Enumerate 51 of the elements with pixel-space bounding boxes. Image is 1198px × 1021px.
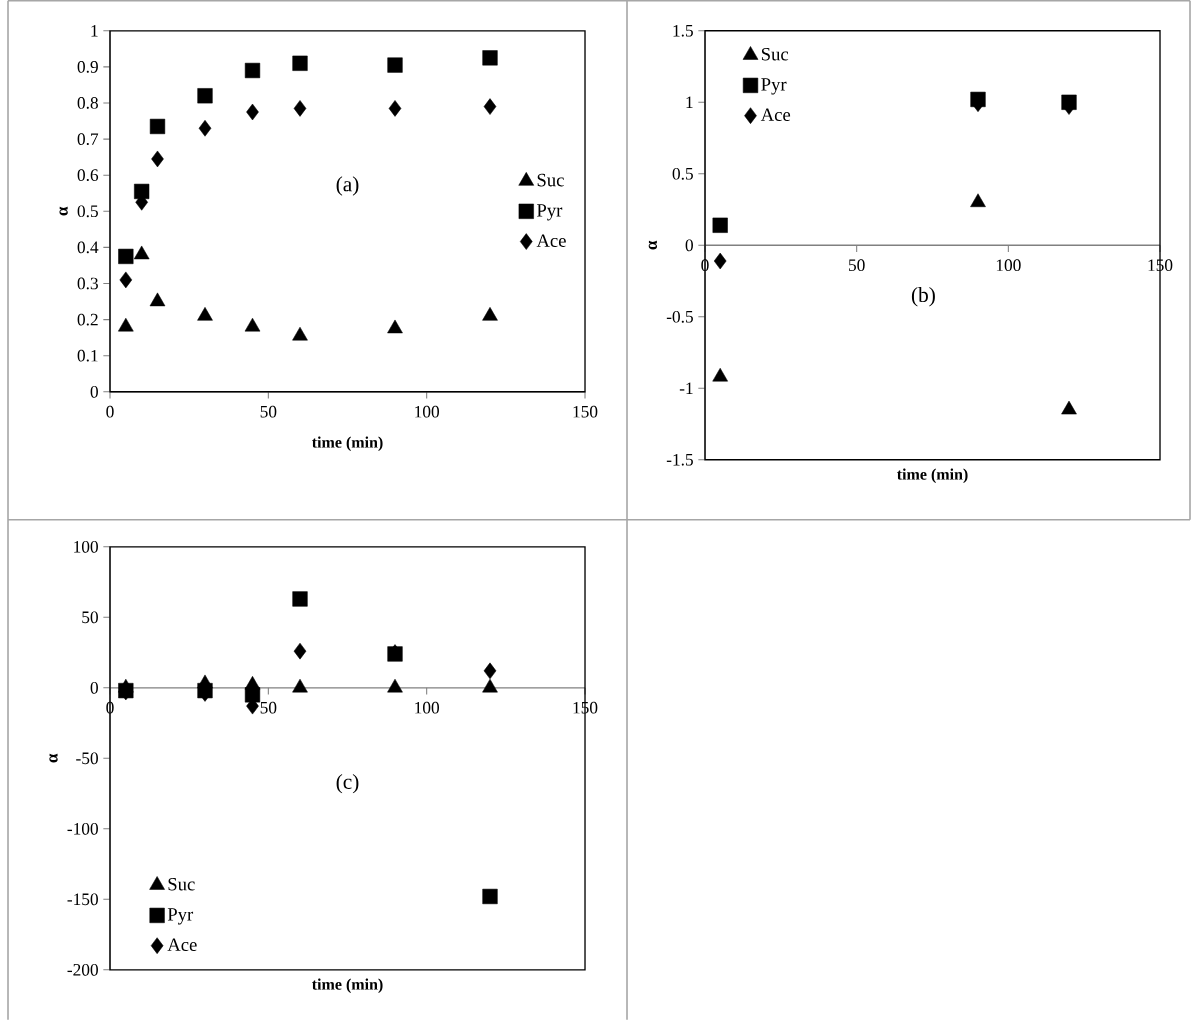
legend-label: Suc [761, 48, 789, 61]
annotation: (c) [336, 774, 359, 794]
legend-label: Pyr [536, 204, 563, 221]
annotation: (a) [336, 176, 359, 196]
y-tick-label: 0 [90, 386, 98, 398]
legend-label: Pyr [167, 908, 194, 925]
y-tick-label: 0.8 [77, 97, 98, 110]
y-tick-label: 0.3 [77, 277, 98, 290]
x-tick-label: 50 [260, 406, 277, 418]
x-axis-title: time (min) [311, 436, 383, 452]
annotation: (b) [911, 287, 935, 307]
y-tick-label: -1.5 [666, 454, 693, 466]
legend-label: Suc [168, 878, 195, 891]
x-tick-label: 150 [573, 406, 598, 418]
legend-label: Ace [167, 938, 197, 952]
y-tick-label: 50 [82, 611, 98, 624]
x-tick-label: 50 [260, 702, 277, 714]
legend-label: Ace [760, 108, 791, 122]
y-tick-label: -1 [679, 382, 693, 395]
y-tick-label: 0.4 [77, 241, 99, 254]
x-tick-label: 100 [415, 702, 440, 714]
x-tick-label: 100 [415, 406, 440, 418]
y-tick-label: -0.5 [666, 311, 693, 323]
y-tick-label: 1 [686, 96, 693, 109]
x-tick-label: 100 [996, 259, 1021, 272]
y-tick-label: -150 [67, 893, 98, 906]
y-tick-label: 0.7 [77, 133, 99, 146]
x-tick-label: 50 [849, 259, 865, 272]
y-tick-label: 0 [685, 239, 693, 252]
y-tick-label: 0.1 [77, 350, 98, 362]
y-tick-label: 0.9 [77, 61, 98, 73]
y-tick-label: 1.5 [673, 25, 693, 37]
legend-label: Suc [537, 174, 564, 187]
y-tick-label: -200 [67, 964, 98, 976]
y-tick-label: 100 [74, 541, 98, 553]
y-tick-label: 0.6 [77, 169, 99, 182]
y-axis-title: α [648, 240, 658, 250]
y-tick-label: 0.5 [672, 168, 693, 180]
y-tick-label: -50 [76, 752, 98, 765]
y-axis-title: α [59, 206, 68, 216]
x-axis-title: time (min) [897, 468, 968, 484]
y-axis-title: α [49, 753, 58, 763]
y-tick-label: 0 [90, 682, 98, 694]
x-axis-title: time (min) [311, 978, 383, 994]
y-tick-label: -100 [67, 823, 98, 835]
y-tick-label: 1 [91, 25, 98, 37]
y-tick-label: 0.5 [77, 205, 98, 218]
legend-label: Ace [536, 234, 566, 248]
legend-label: Pyr [761, 78, 787, 95]
x-tick-label: 0 [106, 406, 114, 418]
y-tick-label: 0.2 [77, 313, 98, 326]
